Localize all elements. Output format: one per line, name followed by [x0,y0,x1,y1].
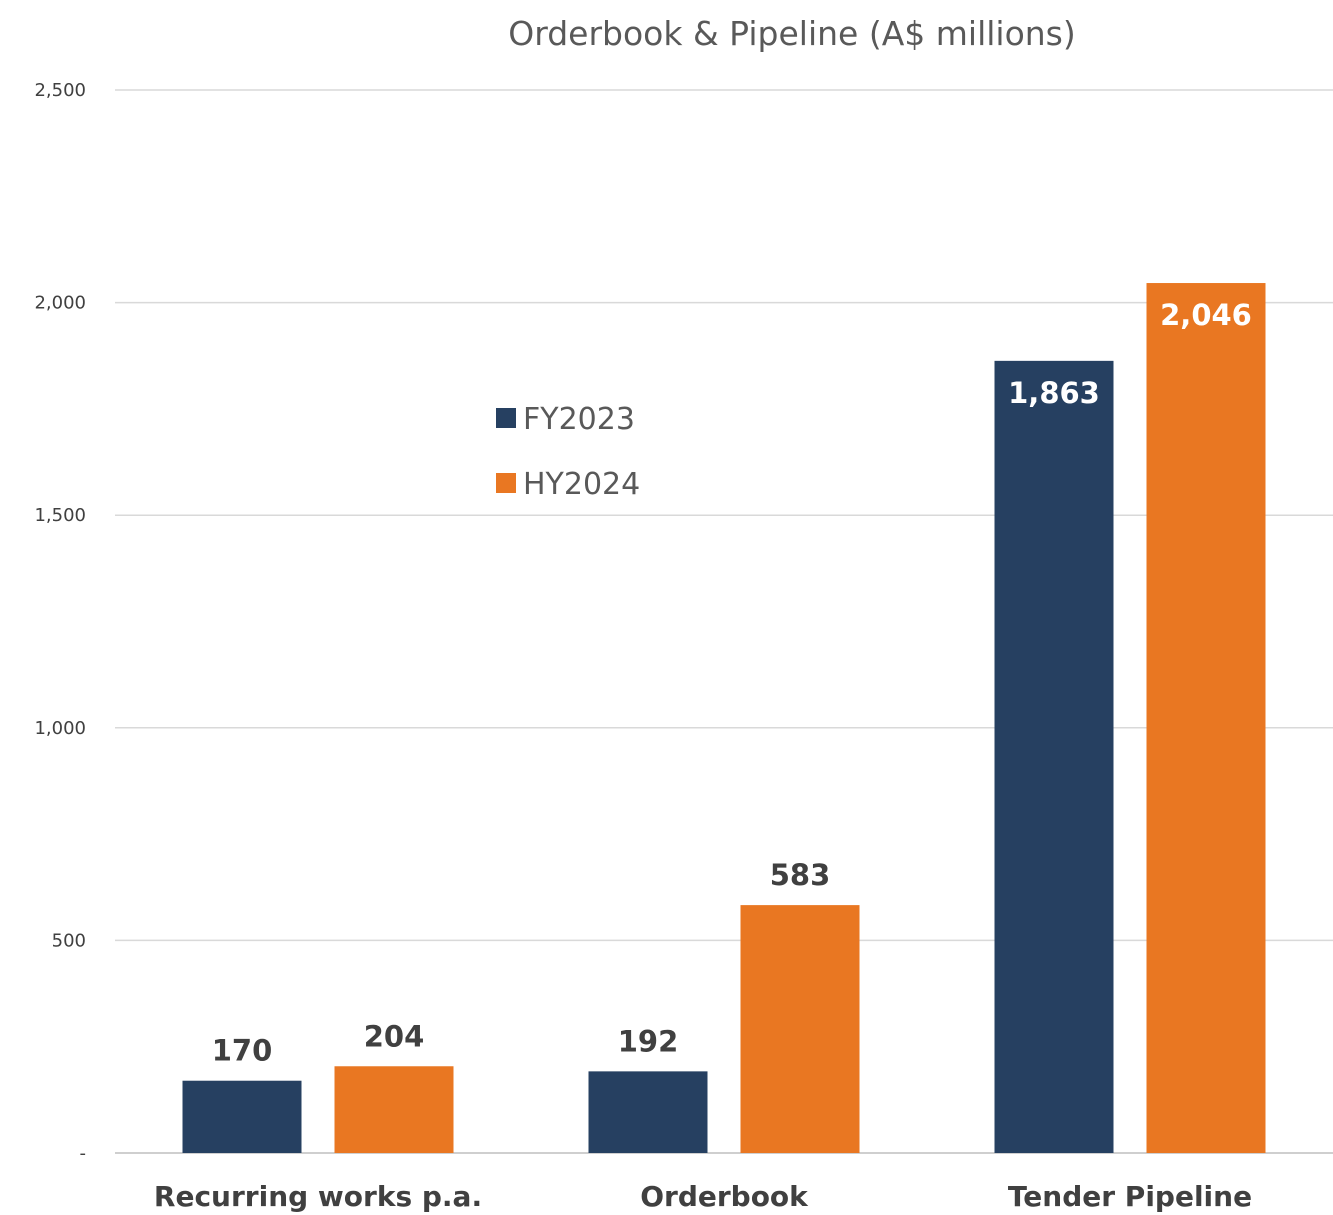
y-tick-label: 2,500 [34,80,86,101]
y-tick-label: - [80,1143,87,1164]
bar-hy2024 [334,1066,454,1153]
y-tick-label: 1,000 [34,718,86,739]
x-tick-label: Recurring works p.a. [154,1180,482,1213]
bar-fy2023 [994,360,1114,1153]
x-axis: Recurring works p.a. Orderbook Tender Pipe… [154,1180,1252,1213]
bar-fy2023 [182,1080,302,1153]
x-tick-label: Orderbook [640,1180,809,1213]
y-tick-label: 2,000 [34,293,86,314]
data-label: 192 [618,1024,679,1058]
legend-label-hy2024: HY2024 [523,467,640,502]
bar-hy2024 [1146,283,1266,1154]
x-tick-label: Tender Pipeline [1008,1180,1252,1213]
y-axis: - 500 1,000 1,500 2,000 2,500 [34,80,86,1164]
y-tick-label: 500 [52,930,86,951]
data-label: 204 [364,1019,425,1053]
bar-hy2024 [740,905,860,1153]
data-label: 2,046 [1160,298,1252,332]
data-label: 583 [770,858,831,892]
y-tick-label: 1,500 [34,505,86,526]
legend-label-fy2023: FY2023 [523,402,635,437]
legend: FY2023 HY2024 [496,402,640,502]
legend-swatch-hy2024 [496,473,516,493]
gridlines [115,89,1333,1154]
bar-fy2023 [588,1071,708,1153]
bars: 170 204 192 583 1,863 2,046 [182,283,1266,1154]
chart-title: Orderbook & Pipeline (A$ millions) [508,14,1076,53]
data-label: 1,863 [1008,376,1100,410]
legend-swatch-fy2023 [496,408,516,428]
data-label: 170 [212,1034,273,1068]
